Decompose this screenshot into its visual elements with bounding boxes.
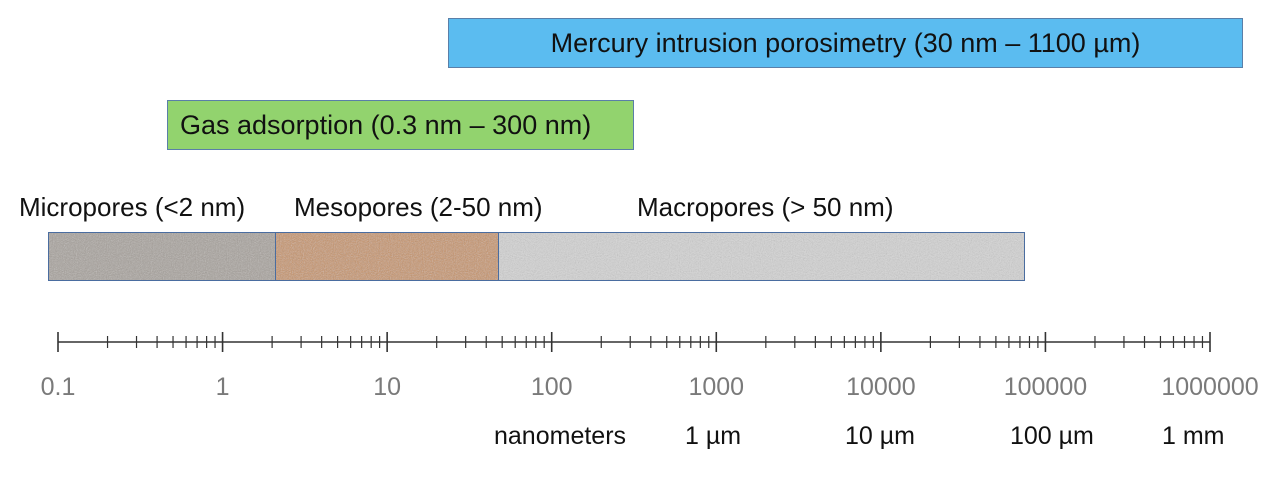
micropores-bar xyxy=(48,232,276,281)
unit-label-1-um: 1 µm xyxy=(685,422,742,450)
unit-label-100-um: 100 µm xyxy=(1010,422,1094,450)
scale-tick-label: 100000 xyxy=(1004,373,1087,401)
scale-tick-label: 0.1 xyxy=(41,373,76,401)
scale-tick-label: 10000 xyxy=(846,373,916,401)
mercury-porosimetry-label: Mercury intrusion porosimetry (30 nm – 1… xyxy=(550,27,1141,58)
macropores-label: Macropores (> 50 nm) xyxy=(637,192,894,222)
micropores-label: Micropores (<2 nm) xyxy=(19,192,246,222)
scale-tick-label: 1000 xyxy=(688,373,744,401)
log-scale-axis: 0.1 1 10 100 1000 10000 100000 1000000 xyxy=(41,332,1259,401)
mesopores-label: Mesopores (2-50 nm) xyxy=(294,192,543,222)
gas-adsorption-label: Gas adsorption (0.3 nm – 300 nm) xyxy=(180,109,592,140)
gas-adsorption-range: Gas adsorption (0.3 nm – 300 nm) xyxy=(167,100,634,150)
unit-label-10-um: 10 µm xyxy=(845,422,915,450)
scale-tick-label: 1 xyxy=(216,373,230,401)
unit-label-1-mm: 1 mm xyxy=(1162,422,1225,450)
mercury-porosimetry-range: Mercury intrusion porosimetry (30 nm – 1… xyxy=(448,18,1243,68)
macropores-bar xyxy=(498,232,1025,281)
mesopores-bar xyxy=(275,232,499,281)
scale-tick-label: 100 xyxy=(531,373,573,401)
scale-tick-label: 10 xyxy=(373,373,401,401)
unit-label-nanometers: nanometers xyxy=(494,422,627,450)
scale-tick-label: 1000000 xyxy=(1161,373,1258,401)
